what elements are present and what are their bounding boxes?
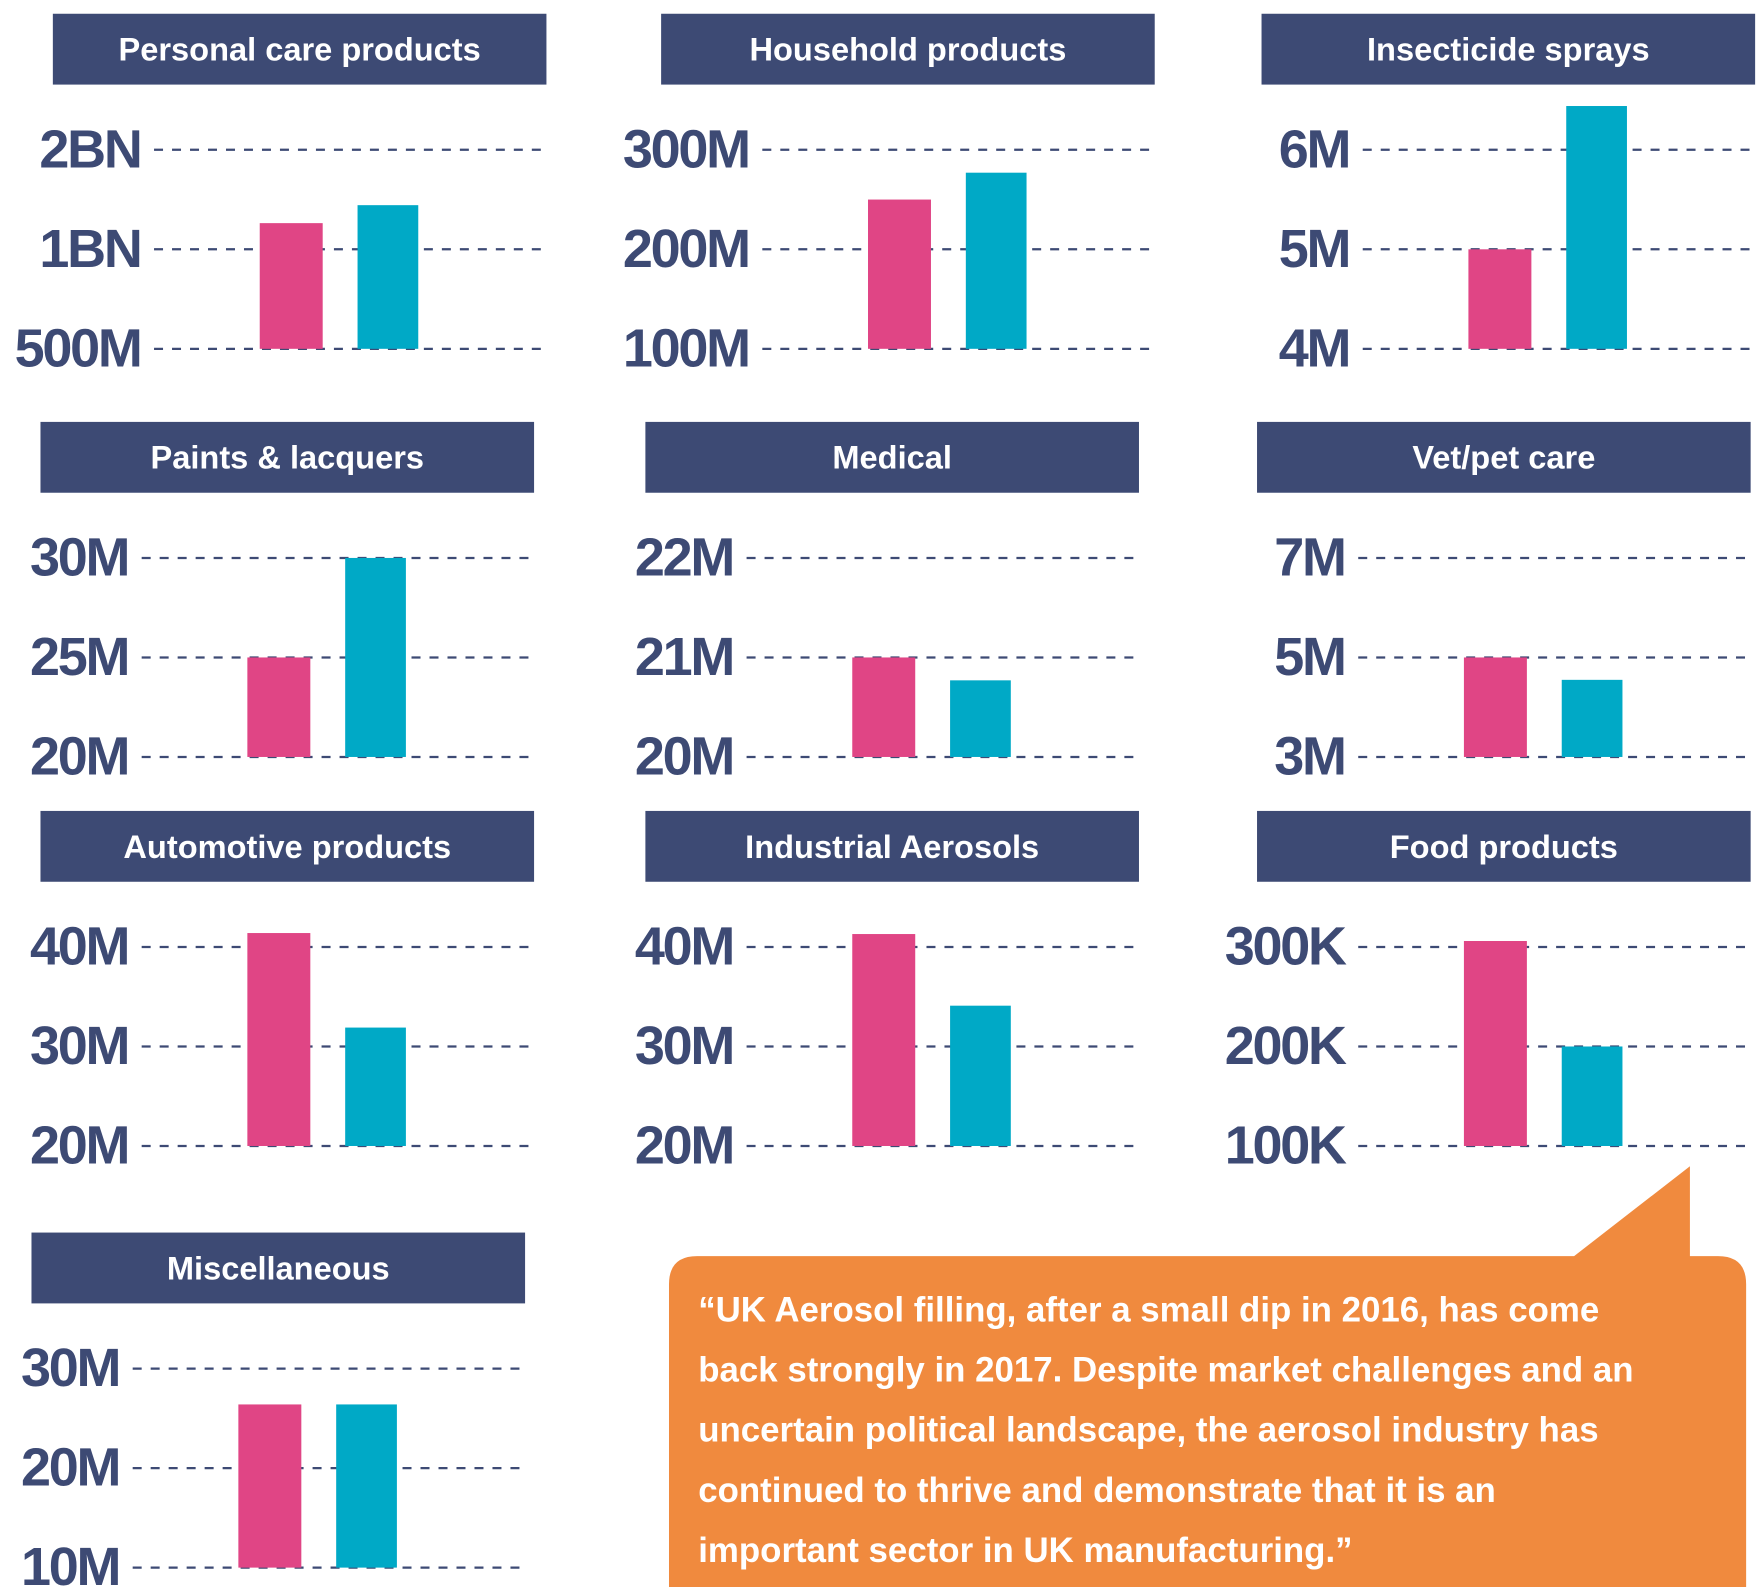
bar — [1561, 1046, 1623, 1146]
bar — [950, 1005, 1011, 1146]
title-box — [645, 421, 1139, 493]
quote-line: important sector in UK manufacturing.” — [698, 1531, 1352, 1570]
y-tick-label: 4M — [1279, 318, 1349, 378]
chart-title: Paints & lacquers — [151, 439, 425, 476]
y-tick-label: 22M — [635, 528, 733, 588]
bar — [1561, 679, 1623, 757]
bar — [259, 223, 323, 349]
bar — [1468, 249, 1532, 349]
chart-title: Medical — [832, 439, 952, 476]
y-tick-label: 5M — [1279, 219, 1349, 279]
y-tick-label: 30M — [635, 1016, 733, 1076]
quote-line: “UK Aerosol filling, after a small dip i… — [698, 1290, 1599, 1329]
bar — [247, 657, 311, 757]
y-tick-label: 200K — [1225, 1016, 1347, 1076]
bar — [345, 557, 406, 757]
quote-line: continued to thrive and demonstrate that… — [698, 1471, 1496, 1510]
bar — [357, 205, 419, 349]
y-tick-label: 10M — [21, 1537, 119, 1587]
y-tick-label: 30M — [21, 1338, 119, 1398]
title-box — [1261, 13, 1756, 85]
bar — [965, 172, 1027, 349]
y-tick-label: 40M — [30, 917, 128, 977]
chart-title: Industrial Aerosols — [745, 828, 1039, 865]
y-tick-label: 20M — [635, 727, 733, 787]
bar — [238, 1404, 302, 1568]
y-tick-label: 20M — [30, 1116, 128, 1176]
y-tick-label: 2BN — [39, 119, 140, 179]
y-tick-label: 6M — [1279, 119, 1349, 179]
y-tick-label: 500M — [15, 318, 141, 378]
y-tick-label: 1BN — [39, 219, 140, 279]
quote-line: uncertain political landscape, the aeros… — [698, 1411, 1598, 1450]
y-tick-label: 20M — [635, 1116, 733, 1176]
y-tick-label: 200M — [623, 219, 749, 279]
bar — [950, 680, 1011, 757]
bar — [1463, 941, 1527, 1146]
chart-title: Household products — [749, 31, 1066, 68]
y-tick-label: 30M — [30, 1016, 128, 1076]
chart-title: Automotive products — [123, 828, 451, 865]
title-box — [1257, 421, 1751, 493]
y-tick-label: 300M — [623, 119, 749, 179]
y-tick-label: 3M — [1274, 727, 1344, 787]
bar — [247, 933, 311, 1146]
y-tick-label: 25M — [30, 627, 128, 687]
y-tick-label: 100K — [1225, 1116, 1347, 1176]
title-box — [52, 13, 547, 85]
y-tick-label: 21M — [635, 627, 733, 687]
bar — [868, 199, 931, 349]
chart-title: Personal care products — [118, 31, 480, 68]
title-box — [661, 13, 1155, 85]
title-box — [40, 810, 535, 882]
bar — [1566, 106, 1627, 349]
title-box — [1257, 810, 1751, 882]
y-tick-label: 20M — [21, 1438, 119, 1498]
y-tick-label: 5M — [1274, 627, 1344, 687]
callout-bubble — [668, 1166, 1747, 1587]
title-box — [40, 421, 535, 493]
y-tick-label: 30M — [30, 528, 128, 588]
quote-line: back strongly in 2017. Despite market ch… — [698, 1351, 1633, 1390]
y-tick-label: 40M — [635, 917, 733, 977]
y-tick-label: 7M — [1274, 528, 1344, 588]
chart-title: Food products — [1390, 828, 1618, 865]
y-tick-label: 100M — [623, 318, 749, 378]
chart-title: Insecticide sprays — [1367, 31, 1650, 68]
y-tick-label: 300K — [1225, 917, 1347, 977]
title-box — [645, 810, 1139, 882]
bar — [345, 1027, 406, 1146]
y-tick-label: 20M — [30, 727, 128, 787]
bar — [852, 934, 916, 1146]
bar — [1463, 657, 1527, 757]
chart-title: Miscellaneous — [167, 1249, 390, 1286]
bar — [852, 657, 916, 757]
chart-title: Vet/pet care — [1412, 439, 1595, 476]
bar — [336, 1404, 397, 1568]
title-box — [31, 1232, 526, 1304]
